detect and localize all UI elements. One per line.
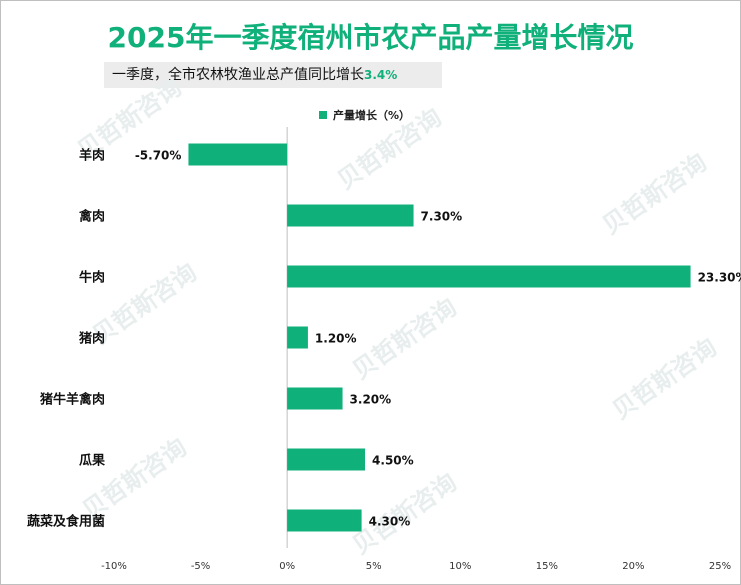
bar [287, 265, 691, 288]
legend-swatch [319, 111, 327, 119]
watermark-text: 贝哲斯咨询 [332, 103, 446, 195]
category-label: 蔬菜及食用菌 [27, 514, 105, 530]
category-label: 禽肉 [78, 209, 105, 225]
x-tick-label: 5% [366, 561, 382, 572]
watermark-text: 贝哲斯咨询 [607, 333, 721, 425]
watermark-text: 贝哲斯咨询 [77, 433, 191, 525]
bar-layer: 羊肉 -5.70% 禽肉 7.30% 牛肉 23.30% 猪肉 1.20% 猪牛羊禽肉 3.20%… [27, 143, 741, 532]
subtitle-text: 一季度，全市农林牧渔业总产值同比增长 [112, 67, 364, 83]
category-label: 瓜果 [79, 454, 105, 469]
value-label: -5.70% [135, 149, 182, 163]
x-tick-label: -5% [191, 561, 210, 572]
value-label: 4.50% [372, 454, 414, 468]
category-label: 猪肉 [78, 331, 105, 347]
x-tick-label: 20% [622, 561, 644, 572]
legend: 产量增长（%） [319, 107, 410, 123]
bar [287, 509, 362, 532]
category-label: 猪牛羊禽肉 [39, 392, 105, 408]
bar [287, 326, 308, 349]
x-tick-label: 15% [536, 561, 558, 572]
bar [287, 448, 366, 471]
bar [287, 204, 414, 227]
x-tick-label: 10% [449, 561, 471, 572]
value-label: 23.30% [698, 271, 741, 285]
category-label: 羊肉 [79, 148, 105, 164]
value-label: 7.30% [421, 210, 463, 224]
value-label: 4.30% [369, 515, 411, 529]
x-tick-label: -10% [101, 561, 127, 572]
category-label: 牛肉 [79, 270, 105, 286]
x-tick-label: 25% [709, 561, 731, 572]
value-label: 1.20% [315, 332, 357, 346]
bar [188, 143, 288, 166]
legend-label: 产量增长（%） [333, 109, 411, 122]
subtitle-box: 一季度，全市农林牧渔业总产值同比增长3.4% [104, 62, 442, 88]
watermark-text: 贝哲斯咨询 [347, 293, 461, 385]
bar [287, 387, 343, 410]
value-label: 3.20% [350, 393, 392, 407]
watermark-text: 贝哲斯咨询 [597, 148, 711, 240]
x-tick-label: 0% [279, 561, 295, 572]
chart-title: 2025年一季度宿州市农产品产量增长情况 [107, 21, 634, 54]
subtitle-value: 3.4% [364, 68, 398, 82]
